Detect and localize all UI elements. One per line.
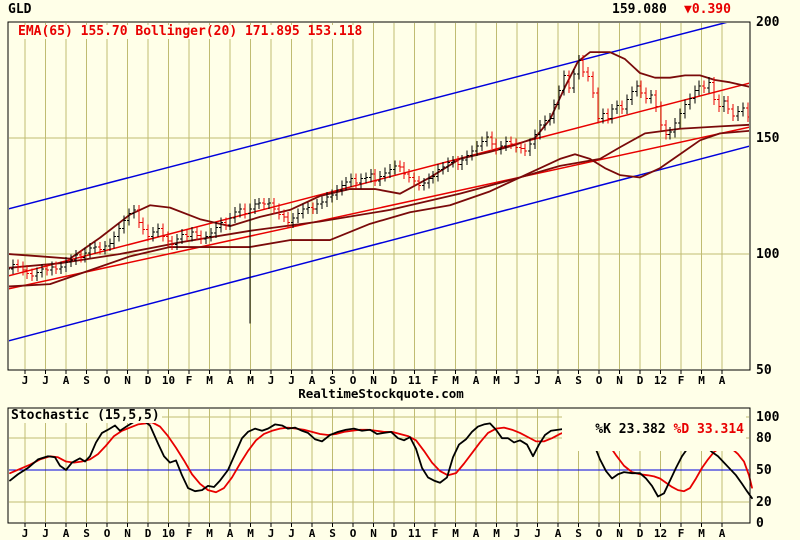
symbol-title: GLD xyxy=(8,2,32,17)
svg-text:D: D xyxy=(145,527,152,540)
svg-text:O: O xyxy=(104,374,111,387)
svg-text:M: M xyxy=(698,374,705,387)
stochastic-values-spacer xyxy=(666,422,674,437)
svg-text:200: 200 xyxy=(756,15,780,30)
svg-text:A: A xyxy=(227,374,234,387)
price-change: ▼0.390 xyxy=(684,2,731,17)
svg-text:A: A xyxy=(555,374,562,387)
main-grid xyxy=(9,23,749,369)
stoch-axis-labels: J J A S O N D 10 F M A M J J A S O N D 11 F M A M J J A S O N D 12 F M A10… xyxy=(22,410,780,540)
svg-text:N: N xyxy=(616,374,623,387)
svg-text:S: S xyxy=(575,527,582,540)
svg-text:J: J xyxy=(534,374,541,387)
stochastic-k-value: %K 23.382 xyxy=(595,422,666,437)
blue-channel-lines xyxy=(9,23,749,342)
svg-text:S: S xyxy=(329,527,336,540)
svg-text:M: M xyxy=(247,374,254,387)
svg-text:0: 0 xyxy=(756,516,764,531)
svg-text:D: D xyxy=(637,527,644,540)
stochastic-values: %K 23.382 %D 33.314 xyxy=(561,409,746,451)
svg-text:N: N xyxy=(124,527,131,540)
svg-text:A: A xyxy=(309,527,316,540)
bollinger-ema-lines xyxy=(9,51,749,288)
svg-text:N: N xyxy=(370,374,377,387)
svg-text:O: O xyxy=(350,527,357,540)
svg-text:A: A xyxy=(473,374,480,387)
svg-text:N: N xyxy=(370,527,377,540)
svg-text:O: O xyxy=(104,527,111,540)
main-axis-labels: J J A S O N D 10 F M A M J J A S O N D 11 F M A M J J A S O N D 12 F M A20… xyxy=(22,15,780,387)
svg-text:12: 12 xyxy=(654,374,667,387)
svg-text:M: M xyxy=(698,527,705,540)
svg-text:A: A xyxy=(719,527,726,540)
svg-text:A: A xyxy=(227,527,234,540)
svg-text:10: 10 xyxy=(162,527,175,540)
svg-text:J: J xyxy=(534,527,541,540)
svg-text:50: 50 xyxy=(756,463,772,478)
svg-text:J: J xyxy=(42,374,49,387)
svg-text:M: M xyxy=(452,527,459,540)
svg-text:11: 11 xyxy=(408,527,422,540)
svg-text:150: 150 xyxy=(756,131,780,146)
svg-text:D: D xyxy=(391,527,398,540)
svg-text:J: J xyxy=(288,527,295,540)
price-bars xyxy=(9,55,749,282)
svg-text:O: O xyxy=(350,374,357,387)
svg-text:50: 50 xyxy=(756,363,772,378)
svg-text:A: A xyxy=(555,527,562,540)
svg-text:M: M xyxy=(206,527,213,540)
svg-text:80: 80 xyxy=(756,431,772,446)
svg-text:F: F xyxy=(678,374,685,387)
svg-text:J: J xyxy=(22,374,29,387)
svg-text:A: A xyxy=(473,527,480,540)
svg-text:A: A xyxy=(63,527,70,540)
svg-text:J: J xyxy=(514,527,521,540)
indicator-label: EMA(65) 155.70 Bollinger(20) 171.895 153… xyxy=(16,24,365,39)
svg-text:O: O xyxy=(596,527,603,540)
svg-text:N: N xyxy=(124,374,131,387)
svg-text:100: 100 xyxy=(756,247,780,262)
svg-text:M: M xyxy=(247,527,254,540)
svg-text:12: 12 xyxy=(654,527,667,540)
svg-text:J: J xyxy=(514,374,521,387)
svg-text:J: J xyxy=(288,374,295,387)
svg-text:J: J xyxy=(268,374,275,387)
svg-text:M: M xyxy=(452,374,459,387)
svg-text:S: S xyxy=(83,527,90,540)
svg-text:D: D xyxy=(637,374,644,387)
svg-text:S: S xyxy=(329,374,336,387)
svg-text:D: D xyxy=(391,374,398,387)
svg-text:F: F xyxy=(186,374,193,387)
last-price: 159.080 xyxy=(612,2,667,17)
svg-text:J: J xyxy=(268,527,275,540)
svg-text:F: F xyxy=(432,374,439,387)
svg-text:J: J xyxy=(42,527,49,540)
svg-text:D: D xyxy=(145,374,152,387)
red-regression-lines xyxy=(9,82,749,290)
svg-text:20: 20 xyxy=(756,495,772,510)
svg-text:M: M xyxy=(206,374,213,387)
svg-text:A: A xyxy=(63,374,70,387)
svg-text:A: A xyxy=(309,374,316,387)
svg-text:M: M xyxy=(493,374,500,387)
svg-text:S: S xyxy=(575,374,582,387)
svg-text:S: S xyxy=(83,374,90,387)
svg-text:100: 100 xyxy=(756,410,780,425)
svg-text:F: F xyxy=(432,527,439,540)
stochastic-title: Stochastic (15,5,5) xyxy=(9,408,162,423)
svg-text:M: M xyxy=(493,527,500,540)
svg-text:N: N xyxy=(616,527,623,540)
panel-borders xyxy=(7,21,751,524)
stochastic-d-value: %D 33.314 xyxy=(673,422,744,437)
svg-text:A: A xyxy=(719,374,726,387)
svg-text:F: F xyxy=(186,527,193,540)
svg-text:J: J xyxy=(22,527,29,540)
svg-text:10: 10 xyxy=(162,374,175,387)
svg-text:O: O xyxy=(596,374,603,387)
watermark-text: RealtimeStockquote.com xyxy=(298,386,464,401)
svg-text:F: F xyxy=(678,527,685,540)
svg-text:11: 11 xyxy=(408,374,422,387)
